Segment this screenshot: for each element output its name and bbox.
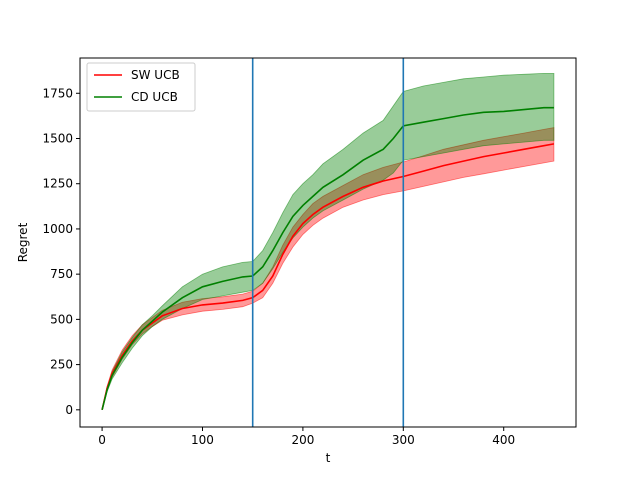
y-tick-label: 0: [65, 403, 73, 417]
y-axis-ticks: 0 250 500 750 1000 1250 1500 1750: [42, 86, 80, 417]
plot-frame: [79, 57, 577, 428]
x-tick-label: 300: [392, 433, 415, 447]
x-tick-label: 200: [291, 433, 314, 447]
y-tick-label: 250: [50, 358, 73, 372]
x-tick-label: 400: [492, 433, 515, 447]
y-tick-label: 1750: [42, 86, 73, 100]
y-tick-label: 500: [50, 312, 73, 326]
y-tick-label: 1500: [42, 131, 73, 145]
y-tick-label: 750: [50, 267, 73, 281]
y-axis-label: Regret: [16, 222, 30, 262]
x-tick-label: 100: [191, 433, 214, 447]
vertical-markers: [251, 58, 405, 427]
x-axis-ticks: 0 100 200 300 400: [98, 427, 515, 447]
confidence-bands: [101, 73, 555, 410]
band-cd-ucb: [101, 73, 555, 410]
x-tick-label: 0: [98, 433, 106, 447]
legend-label-sw-ucb: SW UCB: [131, 68, 180, 82]
line-cd-ucb: [101, 106, 554, 410]
y-tick-label: 1250: [42, 177, 73, 191]
legend: SW UCB CD UCB: [86, 62, 196, 112]
legend-label-cd-ucb: CD UCB: [131, 90, 178, 104]
y-tick-label: 1000: [42, 222, 73, 236]
series-lines: [101, 106, 555, 410]
x-axis-label: t: [326, 451, 331, 465]
